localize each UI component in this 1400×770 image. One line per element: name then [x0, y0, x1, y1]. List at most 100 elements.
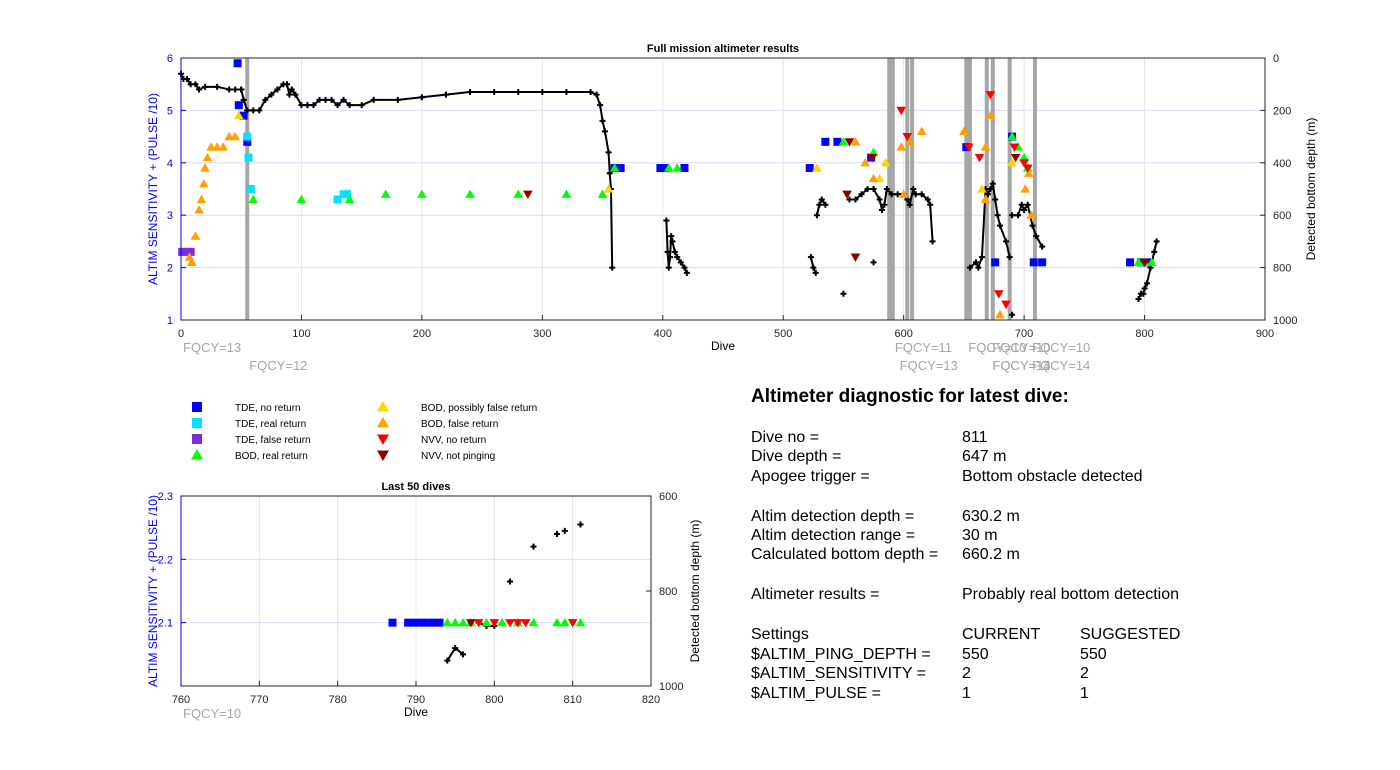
y2-tick-label: 800 — [659, 586, 677, 598]
y2-tick-label: 200 — [1273, 105, 1291, 117]
fqcy-label: FQCY=13 — [900, 358, 958, 373]
data-point — [1133, 257, 1144, 266]
bottom-depth-point — [202, 83, 209, 90]
data-point — [473, 619, 484, 628]
data-point — [186, 247, 195, 256]
data-point — [523, 190, 533, 200]
bottom-depth-point — [858, 191, 865, 198]
bottom-depth-point — [888, 191, 895, 198]
bottom-depth-point — [665, 264, 672, 271]
data-point — [959, 126, 969, 135]
bottom-depth-point — [810, 264, 817, 271]
legend-item: BOD, false return — [377, 417, 498, 430]
x-tick-label: 100 — [292, 328, 310, 340]
data-point — [344, 194, 355, 204]
bottom-depth-point — [1153, 238, 1160, 245]
bottom-depth-point — [876, 196, 883, 203]
bottom-depth-point — [669, 238, 676, 245]
bottom-depth-point — [1009, 212, 1016, 219]
legend-marker — [191, 449, 203, 460]
bottom-depth-point — [816, 201, 823, 208]
bottom-depth-point — [298, 102, 305, 109]
legend-item: TDE, no return — [192, 402, 301, 414]
data-point — [520, 619, 531, 628]
data-point — [821, 137, 830, 146]
data-point — [244, 153, 253, 162]
data-point — [419, 618, 428, 627]
data-point — [212, 142, 222, 151]
data-point — [202, 152, 213, 162]
data-point — [609, 163, 620, 172]
legend-item: TDE, false return — [192, 434, 311, 446]
data-point — [513, 189, 524, 198]
bottom-depth-point — [346, 102, 353, 109]
legend-marker — [377, 434, 389, 445]
data-point — [194, 205, 204, 214]
bottom-depth-point — [322, 96, 329, 103]
last-50-ylabel: ALTIM SENSITIVITY + (PULSE /10) — [146, 495, 160, 687]
data-point — [896, 142, 907, 151]
bottom-depth-point — [304, 102, 311, 109]
legend-item: BOD, possibly false return — [377, 401, 537, 414]
data-point — [218, 142, 228, 151]
altim-detection-range-label: Altim detection range = — [751, 527, 916, 544]
bottom-depth-point — [987, 186, 994, 192]
bottom-depth-point — [894, 191, 901, 198]
bottom-depth-point — [846, 196, 853, 203]
fqcy-label: FQCY=12 — [249, 358, 307, 373]
data-point — [575, 617, 586, 627]
x-tick-label: 800 — [485, 694, 503, 706]
x-tick-label: 400 — [654, 328, 672, 340]
data-point — [985, 110, 996, 120]
data-point — [243, 132, 252, 141]
fqcy-label: FQCY=13 — [992, 358, 1050, 373]
fqcy-label: FQCY=14 — [992, 358, 1050, 373]
bottom-depth-point — [286, 91, 293, 98]
data-point — [380, 189, 391, 198]
bottom-depth-point — [328, 96, 335, 103]
bottom-depth-point — [370, 96, 377, 103]
data-point — [427, 618, 436, 627]
data-point — [974, 153, 985, 163]
bottom-depth-point — [274, 86, 281, 93]
data-point — [1020, 184, 1031, 193]
full-mission-plot-area — [181, 58, 1265, 320]
data-point — [860, 158, 870, 167]
x-tick-label: 790 — [407, 694, 425, 706]
data-point — [196, 194, 207, 204]
bottom-depth-point — [577, 521, 584, 528]
data-point — [466, 619, 476, 628]
legend-marker — [192, 434, 202, 444]
bottom-depth-point — [924, 196, 931, 203]
y-tick-label: 6 — [167, 53, 173, 65]
data-point — [664, 163, 674, 172]
data-point — [672, 163, 683, 172]
legend-label: TDE, no return — [235, 403, 301, 414]
legend-item: NVV, not pinging — [377, 450, 495, 462]
diagnostic-panel: Altimeter diagnostic for latest dive: — [751, 386, 1371, 430]
data-point — [1009, 143, 1020, 152]
bottom-depth-point — [214, 83, 221, 90]
full-mission-title: Full mission altimeter results — [647, 43, 799, 55]
data-point — [838, 137, 849, 146]
series-nvv-not-pinging — [523, 138, 1150, 268]
data-point — [199, 178, 209, 188]
data-point — [994, 290, 1004, 299]
data-point — [616, 164, 625, 173]
data-point — [985, 91, 996, 100]
data-point — [343, 190, 352, 199]
bottom-depth-point — [989, 180, 996, 187]
data-point — [505, 619, 515, 628]
data-point — [412, 618, 420, 627]
y-tick-label: 1 — [167, 315, 173, 327]
bottom-depth-point — [394, 96, 401, 103]
y2-tick-label: 800 — [1273, 263, 1291, 275]
bottom-depth-point — [818, 196, 825, 203]
sensitivity-suggested: 2 — [1080, 665, 1089, 682]
bottom-depth-point — [467, 89, 474, 96]
data-point — [513, 619, 523, 628]
bottom-depth-point — [681, 264, 688, 271]
legend-label: TDE, real return — [235, 419, 306, 430]
data-point — [980, 142, 991, 151]
x-tick-label: 820 — [642, 694, 660, 706]
